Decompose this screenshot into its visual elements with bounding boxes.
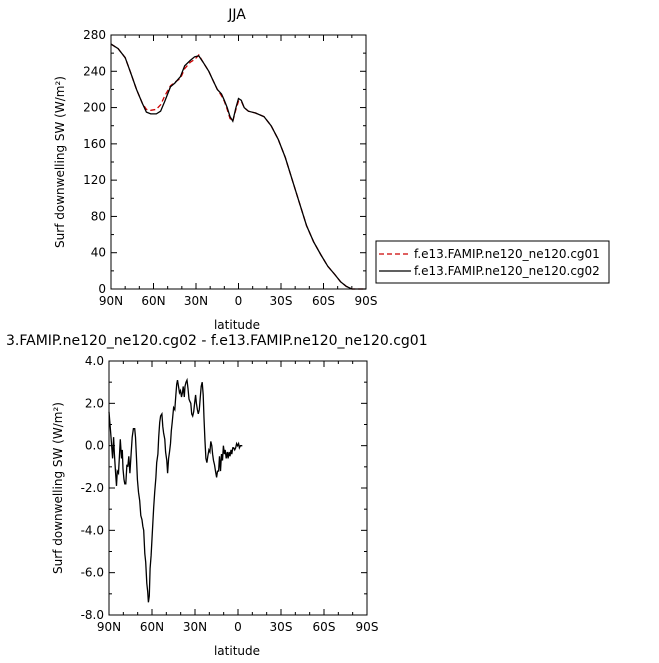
bottom-y-tick-label: 0.0 (85, 439, 104, 453)
top-x-tick-label: 30N (184, 294, 208, 308)
bottom-y-tick-label: -4.0 (81, 523, 104, 537)
top-y-tick-label: 80 (91, 209, 106, 223)
top-x-tick-label: 90S (355, 294, 378, 308)
top-chart-panel: JJA 90N 60N 30N 0 30S 60S 90S 0 40 80 120 160 200 240… (53, 7, 377, 332)
bottom-chart-title: 3.FAMIP.ne120_ne120.cg02 - f.e13.FAMIP.n… (6, 333, 428, 349)
legend-label-cg02: f.e13.FAMIP.ne120_ne120.cg02 (414, 264, 600, 278)
bottom-series-line-0 (108, 377, 243, 603)
bottom-y-tick-label: 2.0 (85, 396, 104, 410)
bottom-x-tick-label: 30N (183, 620, 207, 634)
top-x-axis-label: latitude (214, 318, 260, 332)
top-x-tick-label: 60N (141, 294, 165, 308)
bottom-y-tick-label: -2.0 (81, 481, 104, 495)
top-y-tick-label: 40 (91, 246, 106, 260)
legend-frame (375, 240, 610, 284)
top-x-tick-label: 90N (99, 294, 123, 308)
bottom-chart-series (108, 377, 243, 603)
legend-label-cg01: f.e13.FAMIP.ne120_ne120.cg01 (414, 247, 600, 261)
top-chart-ticks: 90N 60N 30N 0 30S 60S 90S 0 40 80 120 160 200 240 280 (83, 28, 377, 308)
bottom-x-axis-label: latitude (214, 644, 260, 658)
bottom-chart-panel: 3.FAMIP.ne120_ne120.cg02 - f.e13.FAMIP.n… (6, 333, 428, 658)
bottom-chart-ticks: 90N 60N 30N 0 30S 60S 90S -8.0 -6.0 -4.0 -2.0 0.0 2.… (81, 354, 379, 634)
top-y-tick-label: 120 (83, 173, 106, 187)
top-x-tick-label: 60S (312, 294, 335, 308)
legend: f.e13.FAMIP.ne120_ne120.cg01 f.e13.FAMIP… (375, 240, 610, 284)
bottom-x-tick-label: 0 (234, 620, 242, 634)
bottom-x-tick-label: 90S (356, 620, 379, 634)
top-y-tick-label: 280 (83, 28, 106, 42)
top-chart-series (110, 43, 366, 290)
bottom-y-tick-label: -6.0 (81, 566, 104, 580)
bottom-y-tick-label: 4.0 (85, 354, 104, 368)
bottom-x-tick-label: 60S (313, 620, 336, 634)
bottom-y-tick-label: -8.0 (81, 608, 104, 622)
bottom-plot-frame (108, 360, 368, 616)
top-y-tick-label: 200 (83, 101, 106, 115)
bottom-x-tick-label: 90N (97, 620, 121, 634)
top-series-line-0 (110, 43, 366, 290)
top-chart-title: JJA (227, 7, 246, 23)
bottom-y-axis-label: Surf downwelling SW (W/m²) (51, 402, 65, 574)
top-y-tick-label: 240 (83, 64, 106, 78)
top-x-tick-label: 30S (270, 294, 293, 308)
bottom-x-tick-label: 30S (270, 620, 293, 634)
top-plot-frame (110, 34, 367, 290)
bottom-x-tick-label: 60N (140, 620, 164, 634)
top-y-tick-label: 160 (83, 137, 106, 151)
top-x-tick-label: 0 (235, 294, 243, 308)
top-y-axis-label: Surf downwelling SW (W/m²) (53, 76, 67, 248)
top-series-line-1 (110, 43, 366, 290)
top-y-tick-label: 0 (98, 282, 106, 296)
